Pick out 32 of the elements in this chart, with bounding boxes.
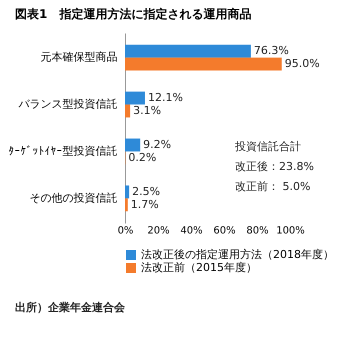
legend-label: 法改正前（2015年度） [141,261,257,274]
bar [125,138,140,152]
y-tick-label: その他の投資信託 [30,191,118,204]
text: 76.3% [254,44,289,58]
bar [125,104,130,118]
text: 0.2% [128,150,156,164]
y-tick-label: ﾀｰｹﾞｯﾄｲﾔｰ型投資信託 [8,144,118,158]
x-tick-label: 20% [147,226,170,236]
text: 2.5% [132,184,160,198]
text: 9.2% [143,138,172,152]
bar [125,44,251,58]
x-tick-label: 80% [246,226,269,236]
x-tick-label: 0% [118,226,134,236]
text: 1.7% [130,198,159,211]
chart-title: 図表1 指定運用方法に指定される運用商品 [15,7,252,21]
x-tick-label: 100% [276,226,305,236]
bar [125,92,145,105]
y-tick-label: 元本確保型商品 [40,50,118,64]
bar [125,58,282,71]
text: 出所）企業年金連合会 [15,301,126,314]
annotation: 投資信託合計 [234,140,301,153]
annotation: 改正後：23.8% [235,160,314,173]
text: 95.0% [284,57,320,70]
text: 12.1% [148,91,183,104]
annotation: 改正前： 5.0% [235,180,310,193]
y-tick-label: バランス型投資信託 [18,98,118,111]
bar [125,198,128,212]
x-tick-label: 40% [180,226,203,236]
text: 3.1% [133,104,162,117]
legend-label: 法改正後の指定運用方法（2018年度） [141,248,334,261]
x-tick-label: 60% [213,226,236,236]
bar [125,185,130,198]
